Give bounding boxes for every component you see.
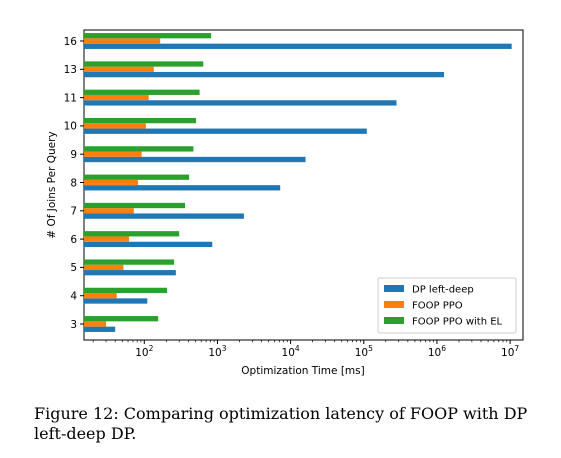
legend-label-2: FOOP PPO with EL xyxy=(412,317,503,328)
x-tick-label-2: 102 xyxy=(135,344,153,359)
x-tick-label-5: 105 xyxy=(355,344,373,359)
y-tick-label-6: 6 xyxy=(70,234,77,246)
bar-dp-left-deep-10 xyxy=(84,128,367,134)
x-axis-label: Optimization Time [ms] xyxy=(241,365,364,377)
bar-foop-ppo-with-el-8 xyxy=(84,174,190,180)
bar-foop-ppo-11 xyxy=(84,94,149,101)
legend: DP left-deep FOOP PPO FOOP PPO with EL xyxy=(377,277,517,334)
figure-caption: Figure 12: Comparing optimization latenc… xyxy=(34,404,528,443)
bar-foop-ppo-8 xyxy=(84,179,138,186)
bar-dp-left-deep-8 xyxy=(84,185,281,191)
legend-box xyxy=(377,277,517,334)
bar-dp-left-deep-6 xyxy=(84,241,213,248)
y-tick-label-9: 9 xyxy=(70,149,77,161)
bar-dp-left-deep-11 xyxy=(84,100,397,106)
bar-foop-ppo-13 xyxy=(84,66,154,72)
x-tick-label-3: 103 xyxy=(208,344,226,359)
bar-dp-left-deep-7 xyxy=(84,213,244,219)
bar-layer xyxy=(84,33,512,332)
bar-dp-left-deep-13 xyxy=(84,71,445,78)
bar-foop-ppo-with-el-5 xyxy=(84,259,175,265)
y-tick-label-10: 10 xyxy=(64,121,77,133)
legend-label-0: DP left-deep xyxy=(412,285,474,296)
legend-swatch-2 xyxy=(384,317,404,324)
bar-foop-ppo-9 xyxy=(84,151,142,157)
y-tick-label-7: 7 xyxy=(70,206,77,218)
y-axis-ticks: 3 4 5 6 7 8 9 10 11 13 16 xyxy=(64,36,84,331)
legend-label-1: FOOP PPO xyxy=(412,301,463,312)
y-tick-label-3: 3 xyxy=(70,319,77,331)
bar-dp-left-deep-3 xyxy=(84,326,116,332)
bar-foop-ppo-with-el-6 xyxy=(84,231,180,237)
bar-foop-ppo-4 xyxy=(84,293,117,299)
x-tick-label-4: 104 xyxy=(282,344,300,359)
legend-swatch-0 xyxy=(384,285,404,292)
bar-foop-ppo-with-el-10 xyxy=(84,117,197,124)
y-tick-label-4: 4 xyxy=(70,291,77,303)
bar-foop-ppo-7 xyxy=(84,208,134,214)
y-axis-label: # Of Joins Per Query xyxy=(46,131,58,238)
bar-foop-ppo-with-el-9 xyxy=(84,146,194,152)
y-tick-label-16: 16 xyxy=(64,36,78,48)
bar-foop-ppo-with-el-11 xyxy=(84,89,200,95)
legend-swatch-1 xyxy=(384,301,404,308)
bar-foop-ppo-with-el-3 xyxy=(84,316,159,322)
x-tick-label-6: 106 xyxy=(428,344,446,359)
y-tick-label-8: 8 xyxy=(70,177,77,189)
bar-foop-ppo-with-el-7 xyxy=(84,202,185,209)
y-tick-label-13: 13 xyxy=(64,64,77,76)
bar-dp-left-deep-4 xyxy=(84,298,148,304)
y-tick-label-11: 11 xyxy=(64,92,77,104)
bar-foop-ppo-10 xyxy=(84,123,146,129)
bar-foop-ppo-with-el-4 xyxy=(84,287,168,294)
bar-foop-ppo-with-el-13 xyxy=(84,61,204,67)
y-tick-label-5: 5 xyxy=(70,262,77,274)
x-tick-label-7: 107 xyxy=(501,344,519,359)
bar-foop-ppo-5 xyxy=(84,264,124,271)
x-axis-ticks: 102 103 104 105 106 107 xyxy=(92,340,519,359)
bar-dp-left-deep-16 xyxy=(84,43,512,49)
bar-foop-ppo-6 xyxy=(84,236,130,242)
bar-foop-ppo-16 xyxy=(84,38,161,44)
bar-dp-left-deep-5 xyxy=(84,270,176,276)
bar-foop-ppo-3 xyxy=(84,321,107,327)
bar-dp-left-deep-9 xyxy=(84,156,306,163)
bar-foop-ppo-with-el-16 xyxy=(84,33,212,39)
